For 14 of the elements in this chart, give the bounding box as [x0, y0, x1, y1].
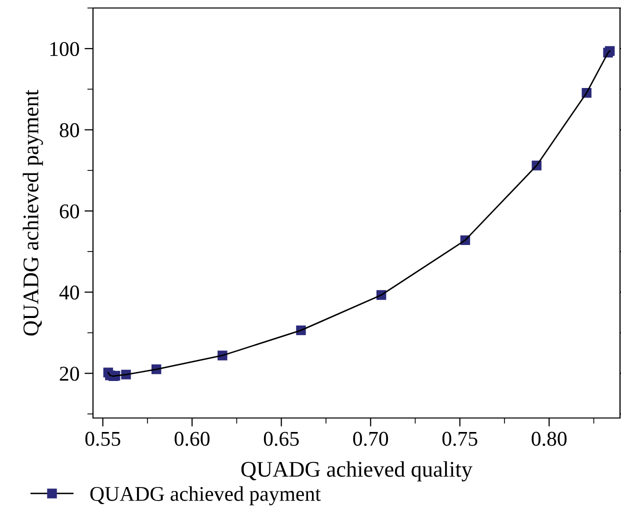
y-tick-label: 40 [59, 286, 80, 300]
y-tick-label: 60 [60, 204, 80, 218]
y-tick-label: 80 [60, 123, 80, 138]
y-axis-title: QUADG achieved payment [22, 90, 43, 336]
x-tick-label: 0.75 [442, 432, 478, 446]
x-tick-label: 0.80 [532, 432, 567, 446]
x-tick-label: 0.55 [85, 432, 120, 446]
legend-label: QUADG achieved payment [90, 486, 321, 506]
x-tick-label: 0.65 [264, 432, 299, 446]
x-tick-label: 0.60 [174, 432, 210, 446]
x-tick-label: 0.70 [353, 432, 388, 446]
x-axis-title: QUADG achieved quality [241, 461, 472, 482]
y-tick-label: 100 [50, 42, 80, 56]
y-tick-label: 20 [60, 366, 80, 381]
